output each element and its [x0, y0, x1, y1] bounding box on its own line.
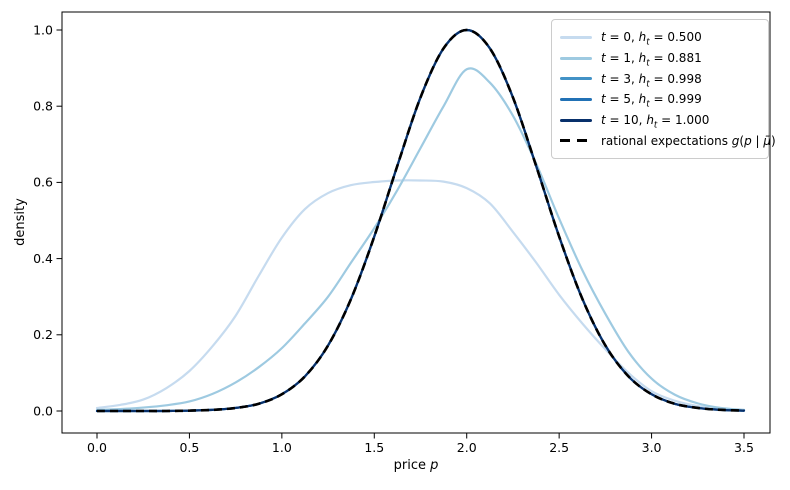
- text-segment: h: [638, 30, 647, 45]
- x-axis-label: price p: [62, 458, 770, 473]
- text-segment: (: [739, 133, 745, 148]
- legend-label: t = 5, ht = 0.999: [601, 92, 702, 109]
- text-segment: t: [601, 113, 606, 128]
- y-tick-label: 0.6: [33, 175, 53, 190]
- text-segment: = 0,: [605, 30, 639, 45]
- y-tick-label: 0.4: [33, 251, 53, 266]
- curve-rational-expectations: [96, 28, 745, 413]
- text-segment: = 0.500: [649, 30, 702, 45]
- text-segment: rational expectations: [601, 133, 732, 148]
- text-segment: t: [646, 79, 650, 90]
- x-tick-label: 1.0: [272, 440, 292, 455]
- text-segment: t: [646, 58, 650, 69]
- legend-label: t = 0, ht = 0.500: [601, 30, 702, 47]
- legend-entry-t1: t = 1, ht = 0.881: [560, 48, 760, 69]
- text-segment: t: [601, 92, 606, 107]
- x-tick-label: 3.0: [642, 440, 662, 455]
- legend-line-swatch: [560, 118, 592, 122]
- text-segment: p: [744, 133, 752, 148]
- legend-entry-t0: t = 0, ht = 0.500: [560, 27, 760, 48]
- text-segment: t: [646, 99, 650, 110]
- text-segment: = 0.998: [649, 71, 702, 86]
- text-segment: = 5,: [605, 92, 639, 107]
- y-tick-label: 0.2: [33, 327, 53, 342]
- legend-line-swatch: [560, 56, 592, 60]
- plot-frame: [61, 11, 771, 434]
- legend-entry-t5: t = 5, ht = 0.999: [560, 89, 760, 110]
- y-axis-label: density: [13, 198, 28, 246]
- text-segment: h: [638, 92, 647, 107]
- text-segment: ): [771, 133, 776, 148]
- text-segment: g: [731, 133, 740, 148]
- y-tick-label: 0.8: [33, 99, 53, 114]
- text-segment: h: [646, 113, 654, 128]
- text-segment: t: [601, 30, 606, 45]
- y-tick-label: 0.0: [33, 403, 53, 418]
- text-segment: = 1.000: [657, 113, 710, 128]
- text-segment: t: [601, 51, 606, 65]
- x-tick-label: 2.0: [457, 440, 477, 455]
- x-tick-label: 2.5: [549, 440, 569, 455]
- legend-line-swatch: [560, 97, 592, 101]
- text-segment: μ̄: [763, 133, 772, 148]
- legend: t = 0, ht = 0.500 t = 1, ht = 0.881 t = 3,…: [551, 19, 776, 159]
- text-segment: t: [653, 120, 658, 131]
- curve-t0: [95, 179, 746, 412]
- curve-t1: [95, 67, 746, 411]
- text-segment: p: [430, 458, 439, 473]
- text-segment: = 1,: [605, 51, 639, 65]
- legend-line-swatch: [560, 77, 592, 81]
- text-segment: t: [646, 37, 650, 48]
- legend-label: t = 1, ht = 0.881: [601, 51, 702, 69]
- legend-entry-t10: t = 10, ht = 1.000: [560, 110, 760, 131]
- text-segment: |: [751, 133, 764, 148]
- text-segment: t: [601, 71, 606, 86]
- legend-line-swatch: [560, 35, 592, 39]
- legend-label: t = 10, ht = 1.000: [601, 113, 710, 131]
- y-tick-label: 1.0: [33, 22, 53, 37]
- text-segment: = 10,: [605, 113, 647, 128]
- legend-entry-rational-expectations: rational expectations g(p | μ̄): [560, 130, 776, 151]
- text-segment: = 3,: [605, 71, 639, 86]
- legend-label: t = 3, ht = 0.998: [601, 71, 702, 90]
- text-segment: price: [393, 458, 431, 473]
- legend-label: rational expectations g(p | μ̄): [601, 134, 776, 148]
- text-segment: = 0.999: [649, 92, 702, 107]
- text-segment: = 0.881: [649, 51, 702, 65]
- x-tick-label: 0.0: [87, 440, 107, 455]
- legend-line-swatch: [560, 139, 592, 143]
- x-tick-label: 0.5: [179, 440, 199, 455]
- legend-entry-t3: t = 3, ht = 0.998: [560, 68, 760, 89]
- x-tick-label: 1.5: [364, 440, 384, 455]
- text-segment: h: [638, 71, 647, 86]
- x-tick-label: 3.5: [734, 440, 754, 455]
- text-segment: h: [638, 51, 647, 65]
